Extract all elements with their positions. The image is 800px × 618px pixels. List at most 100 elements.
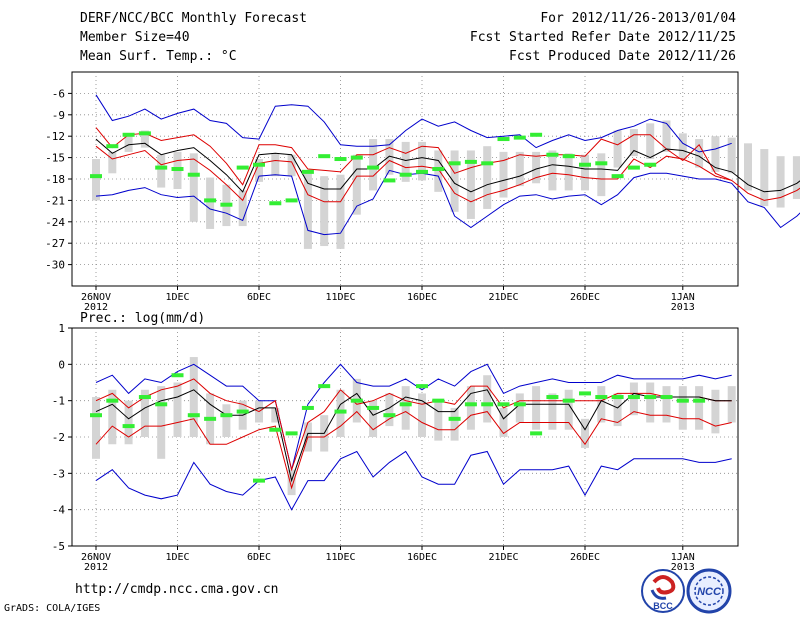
prec-observed-marker xyxy=(204,416,217,421)
temp-observed-marker xyxy=(432,167,445,172)
source-url[interactable]: http://cmdp.ncc.cma.gov.cn xyxy=(75,582,279,597)
bcc-logo: BCC xyxy=(641,569,685,613)
temp-ensemble-box xyxy=(369,139,378,191)
temp-observed-marker xyxy=(318,154,331,159)
temp-observed-marker xyxy=(367,165,380,170)
prec-ensemble-box xyxy=(597,386,606,423)
prec-observed-marker xyxy=(106,398,119,403)
prec-ensemble-box xyxy=(189,357,198,437)
temp-observed-marker xyxy=(530,132,543,137)
temp-observed-marker xyxy=(399,172,412,177)
temp-observed-marker xyxy=(644,162,657,167)
temp-ensemble-box xyxy=(744,143,752,191)
temp-ensemble-box xyxy=(646,123,655,160)
temp-observed-marker xyxy=(416,169,428,174)
temp-ensemble-box xyxy=(336,174,345,249)
prec-observed-marker xyxy=(187,413,200,418)
temp-observed-marker xyxy=(481,161,494,166)
temp-observed-marker xyxy=(285,198,298,203)
prec-ensemble-box xyxy=(173,382,182,437)
temp-ytick-label: -24 xyxy=(45,216,65,229)
temp-ensemble-box xyxy=(727,137,736,174)
prec-ensemble-box xyxy=(222,404,231,437)
forecast-period: For 2012/11/26-2013/01/04 xyxy=(540,11,736,26)
temp-observed-marker xyxy=(513,135,526,140)
temp-ensemble-box xyxy=(385,139,394,175)
temp-ensemble-box xyxy=(466,150,475,219)
temp-observed-marker xyxy=(464,159,477,164)
temp-observed-marker xyxy=(350,155,363,160)
temp-observed-marker xyxy=(579,162,591,167)
prec-observed-marker xyxy=(611,395,624,400)
prec-min-line xyxy=(95,450,732,511)
prec-xtick-year: 2013 xyxy=(671,562,695,573)
prec-ensemble-box xyxy=(157,386,166,459)
prec-observed-marker xyxy=(481,402,494,407)
prec-ensemble-box xyxy=(434,400,443,441)
temp-mean-line xyxy=(95,138,800,193)
ncc-logo-text: NCC xyxy=(697,586,722,598)
prec-observed-marker xyxy=(350,398,363,403)
temp-xtick-year: 2012 xyxy=(84,302,108,313)
prec-observed-marker xyxy=(122,424,135,429)
prec-ytick-label: 0 xyxy=(58,358,65,371)
prec-observed-marker xyxy=(644,395,657,400)
temp-ytick-label: -30 xyxy=(45,259,65,272)
temp-xtick-label: 6DEC xyxy=(247,292,271,303)
prec-ytick-label: -1 xyxy=(52,395,65,408)
temp-lower-line xyxy=(95,145,800,203)
member-size: Member Size=40 xyxy=(80,30,190,45)
temp-observed-marker xyxy=(611,174,624,179)
prec-xtick-label: 1DEC xyxy=(165,552,189,563)
prec-ensemble-box xyxy=(369,400,378,437)
temp-ensemble-box xyxy=(532,151,541,184)
prec-xtick-label: 21DEC xyxy=(488,552,518,563)
temp-ensemble-box xyxy=(548,150,557,191)
temp-observed-marker xyxy=(204,198,217,203)
temp-ensemble-box xyxy=(515,151,524,187)
temp-observed-marker xyxy=(334,157,347,162)
temp-observed-marker xyxy=(269,201,282,206)
temp-observed-marker xyxy=(106,144,119,149)
temp-ensemble-box xyxy=(303,173,312,249)
prec-xtick-label: 6DEC xyxy=(247,552,271,563)
temp-ytick-label: -18 xyxy=(45,173,65,186)
temp-observed-marker xyxy=(595,161,608,166)
temp-xtick-label: 11DEC xyxy=(325,292,355,303)
temp-ensemble-box xyxy=(92,159,100,201)
prec-observed-marker xyxy=(285,431,298,436)
temp-ensemble-box xyxy=(711,136,720,172)
temp-ytick-label: -15 xyxy=(45,152,65,165)
temp-xtick-label: 1DEC xyxy=(165,292,189,303)
temp-ensemble-box xyxy=(776,156,785,208)
prec-ensemble-box xyxy=(271,407,280,423)
temp-xtick-label: 26DEC xyxy=(570,292,600,303)
prec-ensemble-box xyxy=(662,386,671,423)
prec-ensemble-box xyxy=(515,393,524,423)
prec-ensemble-box xyxy=(92,397,100,459)
prec-mean-line xyxy=(95,389,732,483)
prec-ensemble-box xyxy=(532,386,541,430)
prec-ensemble-box xyxy=(646,382,655,423)
prec-xtick-label: 1JAN xyxy=(671,552,695,563)
temp-observed-marker xyxy=(562,154,575,159)
prec-ensemble-box xyxy=(401,386,410,430)
temp-ensemble-box xyxy=(352,154,361,215)
temp-observed-marker xyxy=(627,165,640,170)
prec-observed-marker xyxy=(464,402,477,407)
prec-observed-marker xyxy=(627,395,640,400)
temp-ensemble-box xyxy=(320,176,329,247)
prec-observed-marker xyxy=(318,384,331,389)
prec-ensemble-box xyxy=(124,400,133,445)
temp-ensemble-box xyxy=(124,133,133,152)
prec-observed-marker xyxy=(334,409,347,414)
prec-ensemble-box xyxy=(483,375,492,423)
temp-ytick-label: -9 xyxy=(52,109,65,122)
prec-xtick-label: 26DEC xyxy=(570,552,600,563)
temp-ensemble-box xyxy=(108,151,117,174)
fcst-started-date: Fcst Started Refer Date 2012/11/25 xyxy=(469,30,736,45)
prec-lower-line xyxy=(95,410,732,490)
temp-ensemble-box xyxy=(662,120,671,152)
temp-ytick-label: -21 xyxy=(45,194,65,207)
